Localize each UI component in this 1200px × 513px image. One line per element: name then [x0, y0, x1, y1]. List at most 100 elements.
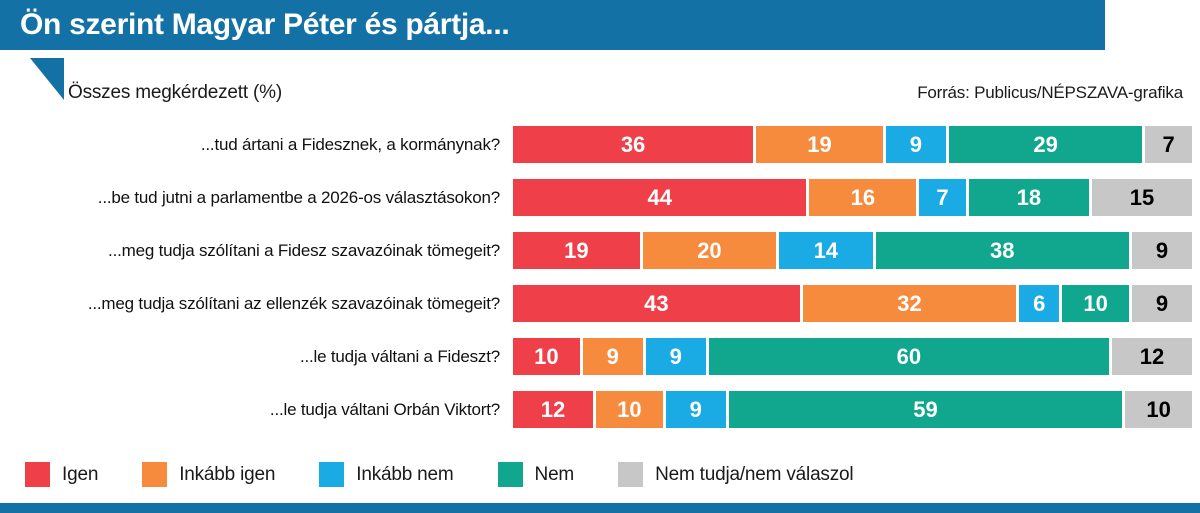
bar-segment: 29	[948, 126, 1143, 163]
legend-label: Inkább nem	[356, 463, 454, 485]
bar-segment: 9	[665, 391, 726, 428]
chart-row: ...le tudja váltani a Fideszt? 10 9 9 60 12	[8, 338, 1193, 375]
bar-value: 43	[644, 290, 669, 316]
bar-value: 10	[534, 343, 559, 369]
bar-segment: 12	[513, 391, 594, 428]
row-label: ...be tud jutni a parlamentbe a 2026-os …	[97, 187, 500, 207]
bar-segment: 59	[728, 391, 1123, 428]
bar-value: 12	[1139, 343, 1165, 369]
chart-rows: ...tud ártani a Fidesznek, a kormánynak?…	[8, 126, 1193, 444]
bar-segment: 10	[1062, 285, 1129, 322]
bar-value: 9	[1155, 290, 1169, 316]
bar-value: 10	[617, 396, 642, 422]
legend-swatch	[497, 462, 523, 487]
row-label: ...meg tudja szólítani az ellenzék szava…	[87, 293, 500, 313]
bar-segment: 20	[642, 232, 777, 269]
bar-value: 10	[1083, 290, 1108, 316]
bar-segment: 9	[582, 338, 643, 375]
row-label: ...le tudja váltani a Fideszt?	[299, 346, 500, 366]
bar-value: 32	[897, 290, 922, 316]
legend: Igen Inkább igen Inkább nem Nem Nem tudj…	[25, 462, 1190, 487]
bar-segment: 10	[513, 338, 580, 375]
bar-segment: 9	[645, 338, 706, 375]
bar-segment: 15	[1091, 179, 1192, 216]
bar-value: 59	[913, 396, 938, 422]
row-bars: 43 32 6 10 9	[513, 285, 1192, 322]
bar-value: 38	[990, 237, 1015, 263]
row-bars: 12 10 9 59 10	[513, 391, 1193, 428]
bar-segment: 19	[513, 232, 640, 269]
row-bars: 19 20 14 38 9	[513, 232, 1192, 269]
title-bar: Ön szerint Magyar Péter és pártja...	[0, 0, 1105, 50]
speech-bubble-tail	[30, 58, 64, 100]
bar-segment: 9	[885, 126, 946, 163]
bar-value: 9	[669, 343, 682, 369]
subtitle-row: Összes megkérdezett (%) Forrás: Publicus…	[68, 82, 1183, 104]
bar-segment: 10	[1125, 391, 1193, 428]
row-label: ...meg tudja szólítani a Fidesz szavazói…	[108, 240, 500, 260]
bar-segment: 38	[875, 232, 1129, 269]
bar-value: 19	[807, 131, 832, 157]
bar-segment: 16	[809, 179, 917, 216]
chart-row: ...meg tudja szólítani a Fidesz szavazói…	[8, 232, 1192, 269]
row-bars: 10 9 9 60 12	[513, 338, 1193, 375]
bar-value: 7	[936, 184, 949, 210]
legend-label: Inkább igen	[179, 463, 276, 485]
bar-value: 9	[606, 343, 619, 369]
source-credit: Forrás: Publicus/NÉPSZAVA-grafika	[917, 83, 1183, 102]
chart-row: ...tud ártani a Fidesznek, a kormánynak?…	[8, 126, 1193, 163]
bar-segment: 7	[919, 179, 966, 216]
row-bars: 44 16 7 18 15	[513, 179, 1192, 216]
bar-segment: 12	[1111, 338, 1193, 375]
bar-segment: 6	[1019, 285, 1060, 322]
bar-value: 44	[647, 184, 672, 210]
bar-value: 15	[1129, 184, 1155, 210]
bar-segment: 19	[756, 126, 883, 163]
bar-value: 7	[1162, 131, 1175, 157]
legend-item: Inkább igen	[142, 462, 275, 487]
legend-swatch	[319, 462, 345, 487]
legend-swatch	[25, 462, 50, 487]
bar-value: 16	[850, 184, 876, 210]
bar-segment: 32	[802, 285, 1017, 322]
bar-segment: 60	[708, 338, 1109, 375]
page-title: Ön szerint Magyar Péter és pártja...	[20, 8, 510, 41]
bar-value: 6	[1033, 290, 1046, 316]
legend-item: Nem	[497, 462, 575, 487]
bar-value: 18	[1016, 184, 1042, 210]
bar-segment: 9	[1131, 232, 1192, 269]
bar-segment: 14	[779, 232, 873, 269]
legend-item: Inkább nem	[319, 462, 454, 487]
bar-value: 9	[1155, 237, 1169, 263]
bar-value: 14	[813, 237, 839, 263]
bar-value: 9	[909, 131, 922, 157]
chart-row: ...meg tudja szólítani az ellenzék szava…	[8, 285, 1192, 322]
bar-segment: 10	[596, 391, 663, 428]
legend-label: Nem	[534, 463, 575, 485]
legend-swatch	[142, 462, 168, 487]
bar-value: 12	[540, 396, 566, 422]
frame-bottom-bar	[0, 503, 1200, 513]
bar-value: 29	[1033, 131, 1058, 157]
row-label: ...tud ártani a Fidesznek, a kormánynak?	[200, 134, 500, 154]
legend-item: Nem tudja/nem válaszol	[618, 462, 854, 487]
bar-segment: 43	[513, 285, 800, 322]
chart-row: ...be tud jutni a parlamentbe a 2026-os …	[8, 179, 1192, 216]
bar-segment: 9	[1131, 285, 1192, 322]
chart-row: ...le tudja váltani Orbán Viktort? 12 10 9…	[8, 391, 1193, 428]
bar-value: 36	[620, 131, 646, 157]
legend-label: Igen	[62, 463, 99, 485]
legend-swatch	[618, 462, 644, 487]
row-bars: 36 19 9 29 7	[513, 126, 1193, 163]
legend-label: Nem tudja/nem válaszol	[655, 463, 854, 485]
bar-value: 60	[896, 343, 922, 369]
bar-value: 10	[1146, 396, 1171, 422]
bar-value: 9	[689, 396, 702, 422]
bar-segment: 44	[513, 179, 807, 216]
bar-value: 19	[564, 237, 589, 263]
chart-subtitle: Összes megkérdezett (%)	[68, 82, 282, 103]
bar-segment: 36	[513, 126, 754, 163]
row-label: ...le tudja váltani Orbán Viktort?	[269, 399, 500, 419]
bar-value: 20	[697, 237, 722, 263]
